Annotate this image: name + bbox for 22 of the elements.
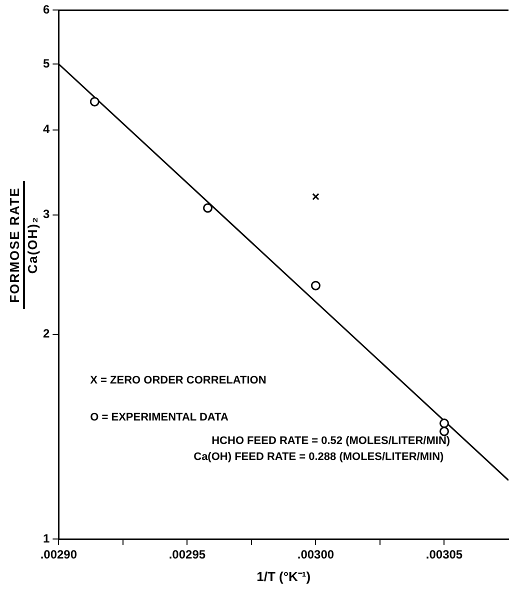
point bbox=[310, 280, 320, 290]
x-tick-label: .00300 bbox=[297, 548, 334, 562]
annotation: O = EXPERIMENTAL DATA bbox=[90, 411, 228, 424]
annotation: Ca(OH) FEED RATE = 0.288 (MOLES/LITER/MIN) bbox=[194, 451, 444, 464]
y-tick-label: 5 bbox=[42, 56, 50, 70]
point bbox=[439, 426, 449, 436]
point bbox=[203, 203, 213, 213]
x-tick-label: .00290 bbox=[40, 548, 78, 562]
y-axis-title: FORMOSE RATE Ca(OH)₂ bbox=[7, 186, 40, 305]
y-tick-label: 3 bbox=[42, 207, 50, 222]
y-tick-label: 1 bbox=[42, 531, 50, 546]
annotation: HCHO FEED RATE = 0.52 (MOLES/LITER/MIN) bbox=[212, 435, 450, 448]
y-tick-label: 2 bbox=[42, 326, 50, 341]
x-tick-label: .00305 bbox=[426, 548, 463, 562]
y-tick-label: 4 bbox=[42, 122, 50, 136]
point bbox=[439, 418, 449, 428]
point bbox=[312, 193, 320, 200]
point bbox=[90, 96, 100, 106]
annotation: X = ZERO ORDER CORRELATION bbox=[90, 374, 266, 386]
x-axis-title: 1/T (°K⁻¹) bbox=[256, 568, 311, 584]
y-tick-label: 6 bbox=[42, 2, 50, 17]
x-tick-label: .00295 bbox=[168, 548, 206, 562]
